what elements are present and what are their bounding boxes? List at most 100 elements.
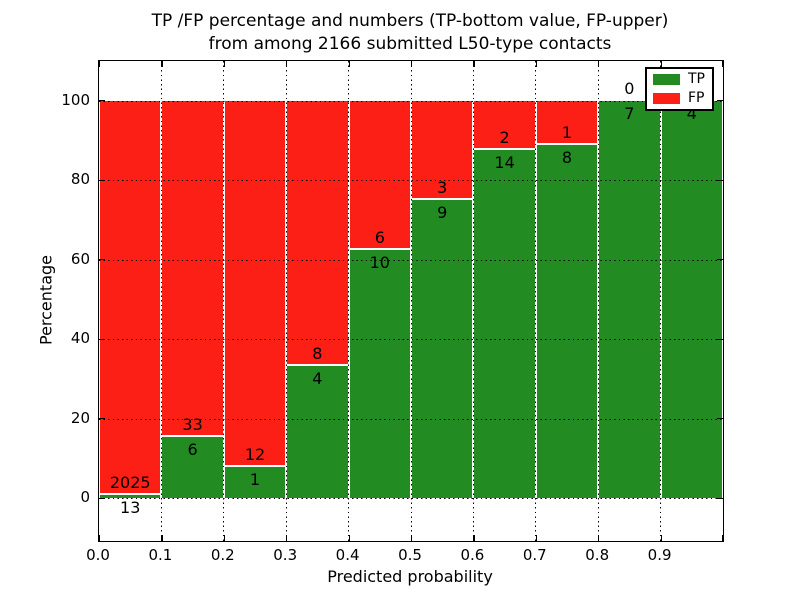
fp-count-label: 6: [374, 227, 385, 247]
bar-fp-segment: [474, 100, 535, 151]
y-tick-label: 20: [70, 408, 90, 427]
fp-count-label: 3: [437, 177, 448, 197]
x-tick-mark: [223, 535, 225, 541]
y-tick-mark: [99, 100, 105, 102]
x-tick-label: 0.9: [647, 546, 672, 564]
tp-count-label: 8: [561, 147, 573, 167]
tp-count-label: 14: [494, 153, 515, 173]
x-tick-mark: [286, 535, 288, 541]
fp-swatch: [653, 93, 680, 104]
x-tick-mark: [473, 61, 475, 67]
gridline-vertical: [410, 61, 412, 541]
gridline-vertical: [472, 61, 474, 541]
tp-count-label: 7: [624, 103, 635, 123]
gridline-vertical: [597, 61, 599, 541]
y-tick-mark: [99, 179, 105, 181]
gridline-vertical: [348, 61, 350, 541]
x-tick-label: 0.6: [460, 546, 485, 564]
bar-tp-segment: [100, 495, 161, 498]
plot-area: 2025133361218461039214180704: [98, 60, 724, 542]
gridline-vertical: [160, 61, 162, 541]
tp-count-label: 13: [120, 498, 141, 518]
legend-row: FP: [653, 90, 706, 106]
fp-count-label: 8: [312, 343, 323, 363]
bar-fp-segment: [412, 100, 473, 200]
fp-count-label: 1: [561, 122, 573, 142]
y-tick-mark: [717, 497, 723, 499]
bar-tp-segment: [474, 150, 535, 498]
tp-count-label: 6: [187, 439, 198, 459]
gridline-vertical: [285, 61, 287, 541]
bar-fp-segment: [349, 100, 410, 250]
x-tick-label: 0.3: [273, 546, 298, 564]
y-tick-mark: [717, 418, 723, 420]
fp-count-label: 0: [624, 78, 635, 98]
x-tick-label: 0.0: [86, 546, 110, 564]
chart-title-line2: from among 2166 submitted L50-type conta…: [208, 34, 612, 54]
bar-fp-segment: [536, 100, 598, 145]
y-tick-mark: [99, 338, 105, 340]
y-tick-label: 100: [61, 90, 90, 109]
x-tick-mark: [411, 61, 413, 67]
bar-fp-segment: [162, 100, 223, 437]
x-tick-mark: [411, 535, 413, 541]
tp-count-label: 9: [437, 202, 448, 222]
legend-row: TP: [653, 71, 706, 87]
x-tick-mark: [722, 61, 724, 67]
x-tick-mark: [99, 61, 101, 67]
bar-fp-segment: [287, 100, 348, 366]
legend-label: TP: [688, 71, 705, 87]
y-tick-mark: [717, 338, 723, 340]
x-tick-mark: [348, 61, 350, 67]
bar-tp-segment: [661, 100, 722, 498]
y-tick-label: 80: [70, 170, 90, 188]
y-tick-mark: [99, 418, 105, 420]
fp-count-label: 2: [499, 128, 510, 148]
x-tick-mark: [99, 535, 101, 541]
x-tick-label: 0.7: [522, 546, 547, 564]
bar-tp-segment: [536, 144, 598, 498]
gridline-vertical: [535, 61, 537, 541]
x-tick-mark: [286, 61, 288, 67]
bar-tp-segment: [412, 199, 473, 498]
x-tick-mark: [722, 535, 724, 541]
tp-count-label: 4: [312, 368, 323, 388]
bar-tp-segment: [162, 436, 223, 498]
x-tick-mark: [348, 535, 350, 541]
fp-count-label: 12: [244, 445, 266, 465]
chart-title: TP /FP percentage and numbers (TP-bottom…: [98, 10, 722, 56]
x-tick-mark: [660, 535, 662, 541]
tp-swatch: [653, 74, 680, 85]
x-tick-mark: [161, 535, 163, 541]
bar-tp-segment: [349, 249, 410, 498]
gridline-vertical: [223, 61, 225, 541]
tp-count-label: 1: [249, 470, 261, 490]
bar-tp-segment: [287, 365, 348, 498]
fp-count-label: 33: [182, 414, 203, 434]
y-tick-mark: [99, 497, 105, 499]
y-tick-label: 0: [80, 488, 90, 506]
fp-count-label: 2025: [109, 473, 151, 493]
bar-tp-segment: [224, 467, 286, 498]
tp-count-label: 4: [686, 103, 697, 123]
y-tick-mark: [717, 259, 723, 261]
x-tick-mark: [223, 61, 225, 67]
x-tick-mark: [598, 535, 600, 541]
legend-label: FP: [688, 90, 705, 106]
x-tick-mark: [535, 535, 537, 541]
bar-fp-segment: [224, 100, 286, 468]
tp-count-label: 10: [369, 252, 390, 272]
x-tick-label: 0.2: [210, 546, 235, 564]
y-tick-mark: [717, 179, 723, 181]
chart-title-line1: TP /FP percentage and numbers (TP-bottom…: [151, 11, 669, 31]
legend: TP FP: [645, 67, 714, 111]
y-tick-label: 60: [70, 249, 90, 268]
x-tick-label: 0.1: [148, 546, 173, 564]
bar-fp-segment: [100, 100, 161, 496]
gridline-vertical: [660, 61, 662, 541]
x-tick-mark: [660, 61, 662, 67]
x-tick-label: 0.5: [398, 546, 422, 564]
y-tick-mark: [717, 100, 723, 102]
x-tick-mark: [535, 61, 537, 67]
x-tick-label: 0.8: [585, 546, 610, 564]
